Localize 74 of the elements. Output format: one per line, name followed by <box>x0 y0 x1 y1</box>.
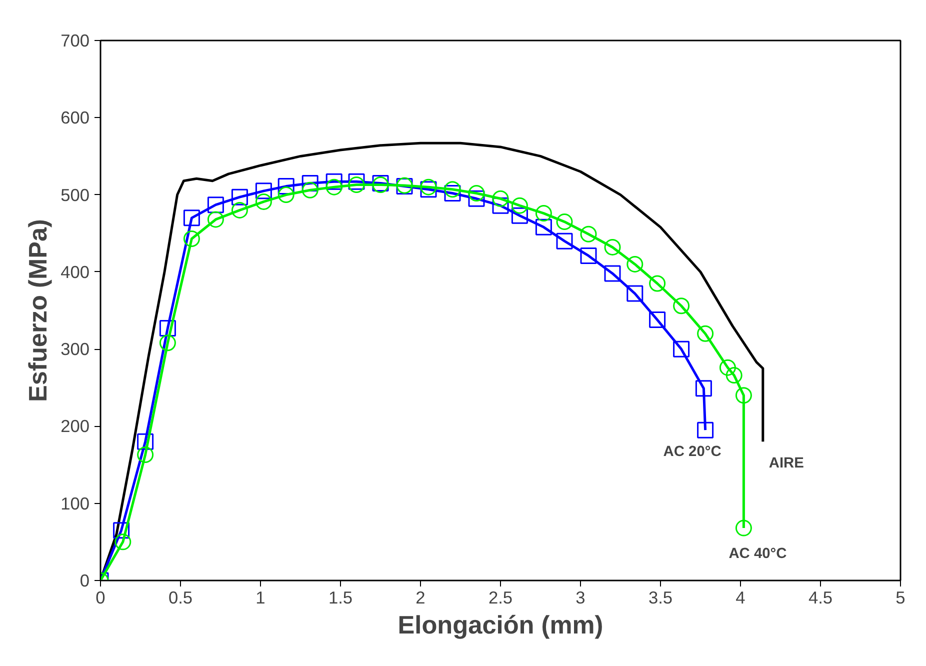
point <box>695 380 712 397</box>
y-tick-label: 300 <box>60 339 90 360</box>
x-tick-label: 3.5 <box>648 588 673 608</box>
point <box>492 197 509 214</box>
x-tick-label: 1 <box>256 588 266 608</box>
x-tick-label: 1.5 <box>328 588 353 608</box>
point <box>719 359 736 376</box>
point <box>159 334 176 352</box>
y-tick-label: 400 <box>60 262 90 282</box>
point <box>511 197 528 214</box>
y-tick-label: 500 <box>60 184 90 205</box>
point <box>673 340 690 358</box>
point <box>697 325 714 342</box>
point <box>207 196 224 214</box>
point <box>348 176 365 193</box>
x-axis-title: Elongación (mm) <box>398 612 604 640</box>
series-label: AC 40°C <box>728 546 788 562</box>
series-label: AIRE <box>768 456 804 472</box>
point <box>580 247 597 264</box>
point <box>604 239 621 256</box>
x-tick-label: 5 <box>896 588 906 608</box>
point <box>649 312 666 328</box>
point <box>626 285 644 302</box>
y-tick-label: 100 <box>60 493 90 514</box>
point <box>626 256 644 272</box>
point <box>231 188 248 206</box>
point <box>137 433 154 450</box>
point <box>673 298 690 314</box>
point <box>183 210 200 226</box>
y-tick-label: 200 <box>60 416 90 436</box>
y-tick-label: 700 <box>60 30 90 50</box>
point <box>137 446 154 463</box>
point <box>278 178 294 195</box>
point <box>535 218 552 236</box>
point <box>468 190 485 207</box>
point <box>556 214 573 230</box>
point <box>159 320 176 336</box>
point <box>231 202 248 218</box>
y-tick-label: 600 <box>60 108 90 128</box>
point <box>278 186 294 204</box>
point <box>468 185 485 202</box>
point <box>113 522 130 539</box>
point <box>183 230 200 247</box>
point <box>207 211 224 228</box>
point <box>649 275 666 292</box>
x-tick-label: 4 <box>736 588 746 608</box>
x-tick-label: 2.5 <box>488 588 513 608</box>
x-tick-label: 3 <box>576 588 586 608</box>
x-tick-label: 0.5 <box>168 588 193 608</box>
point <box>444 181 461 198</box>
point <box>604 265 621 282</box>
point <box>444 184 461 202</box>
point <box>326 178 342 196</box>
point <box>735 520 752 536</box>
point <box>255 182 272 200</box>
y-tick-label: 0 <box>80 570 90 590</box>
point <box>348 173 365 190</box>
point <box>302 182 318 198</box>
point <box>535 205 552 222</box>
point <box>556 232 573 250</box>
point <box>326 173 342 190</box>
point <box>511 207 528 224</box>
series-label: AC 20°C <box>663 444 722 460</box>
point <box>697 422 714 438</box>
point <box>726 367 742 384</box>
point <box>735 387 752 404</box>
y-axis-title: Esfuerzo (MPa) <box>24 219 53 402</box>
point <box>492 190 509 207</box>
point <box>255 193 272 210</box>
x-tick-label: 2 <box>416 588 426 608</box>
x-tick-label: 4.5 <box>808 588 833 608</box>
x-tick-label: 0 <box>96 588 106 608</box>
point <box>580 226 597 242</box>
point <box>114 534 132 550</box>
